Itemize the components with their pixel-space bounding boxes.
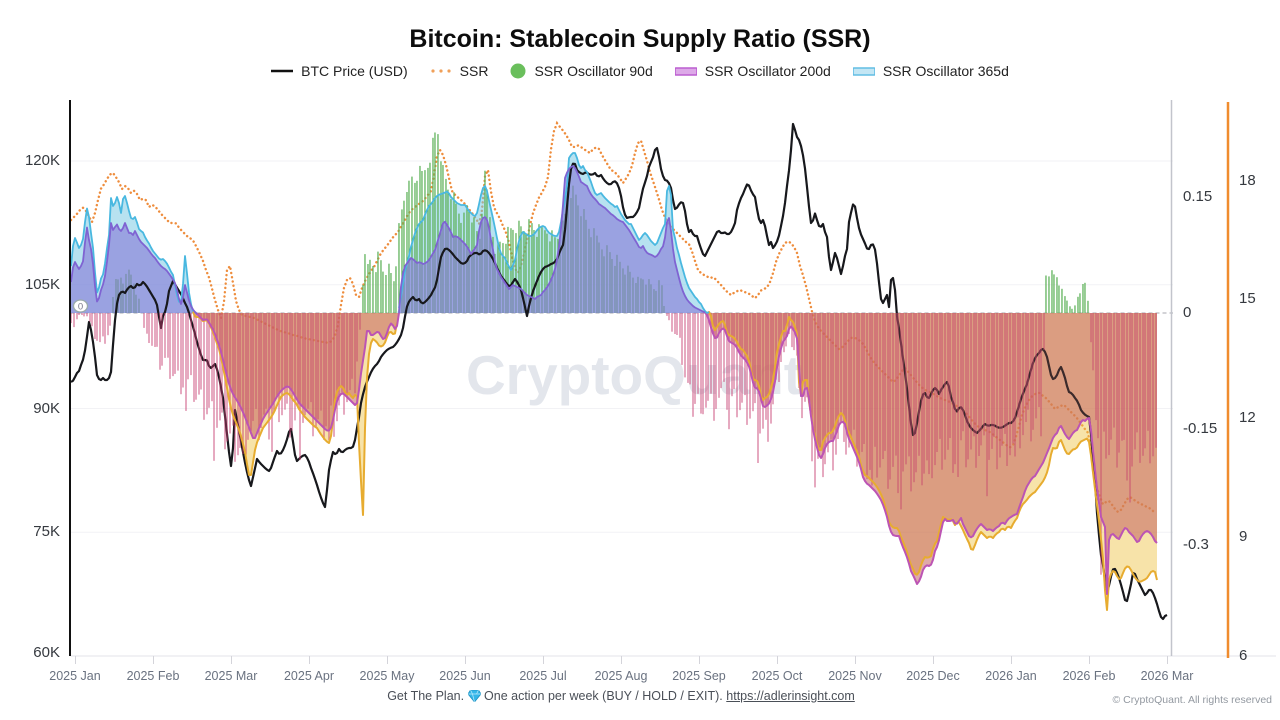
svg-text:0: 0 (78, 302, 83, 313)
